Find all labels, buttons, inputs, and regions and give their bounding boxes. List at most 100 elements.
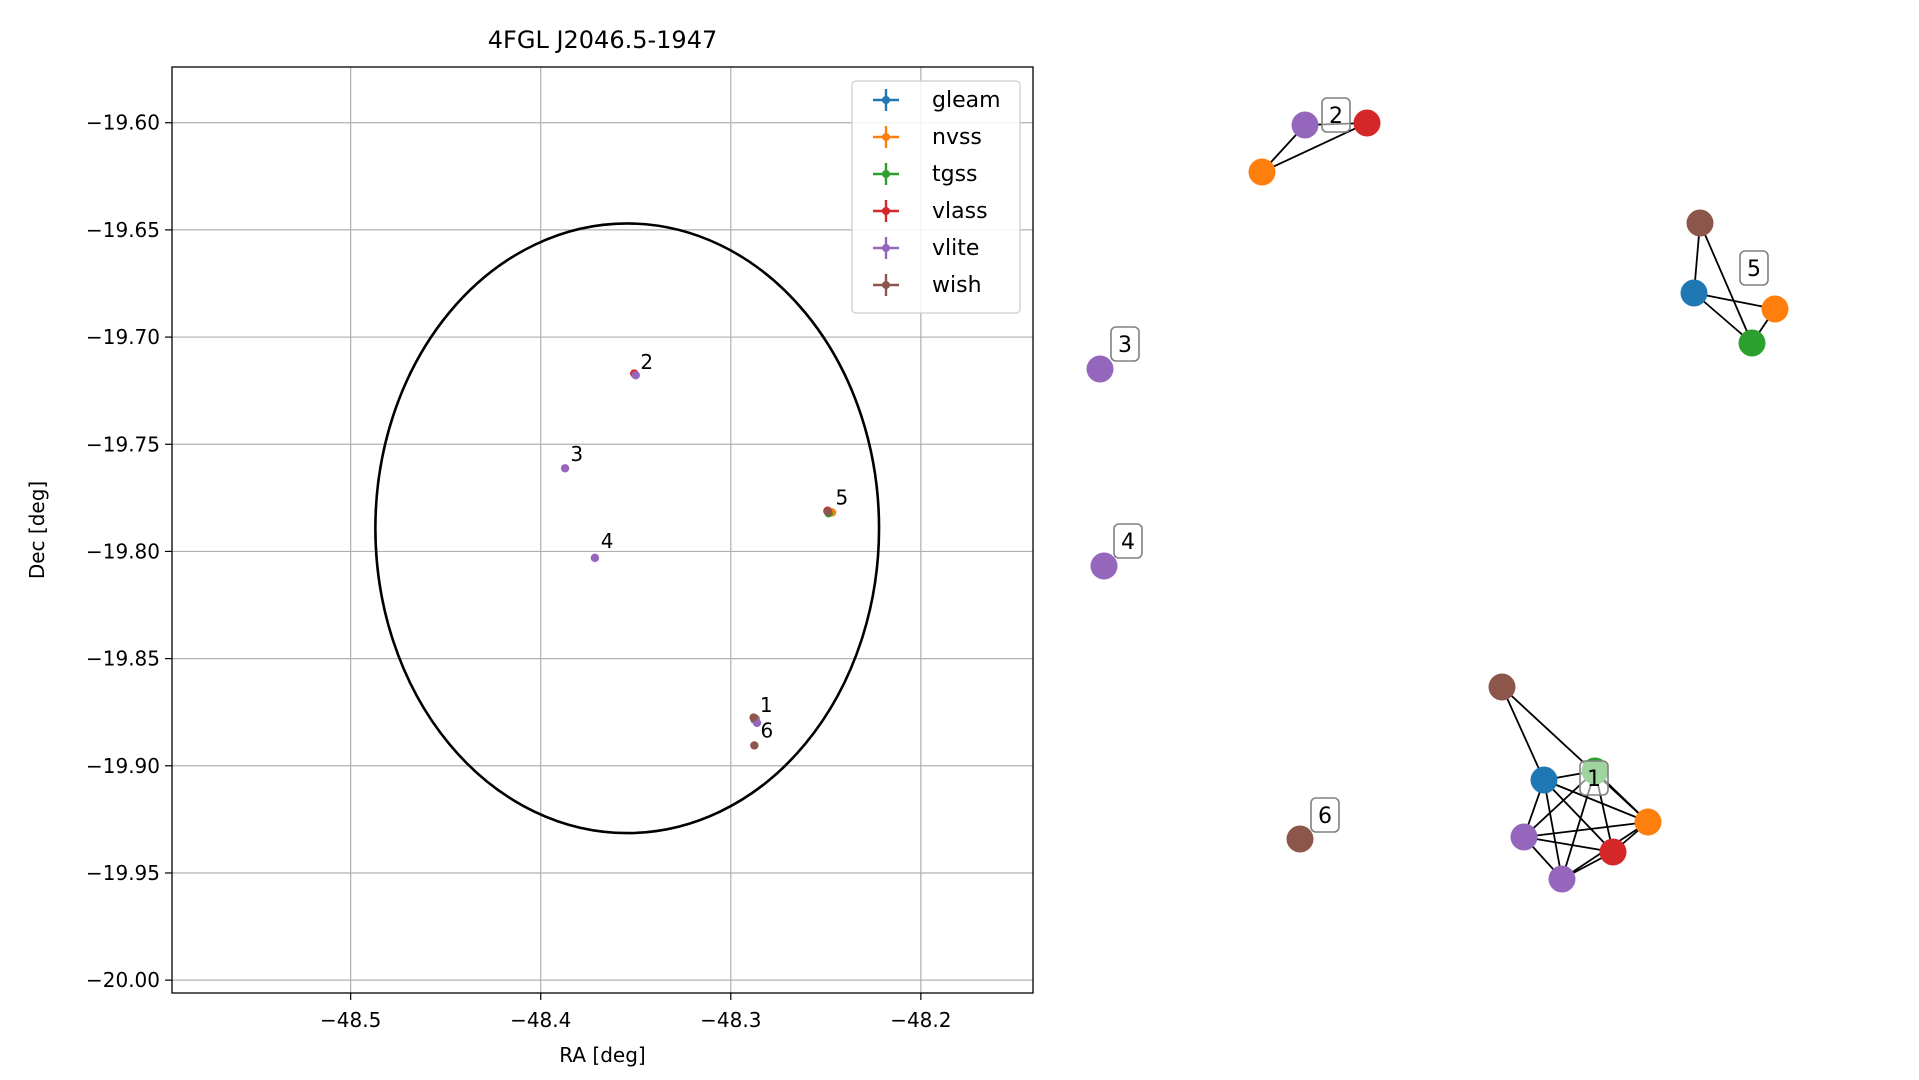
network-node-g1-vlass [1599,838,1627,866]
point-wish [749,713,758,722]
error-ellipse [374,222,881,835]
x-tick-label: −48.2 [890,1008,951,1032]
annotation-5: 5 [836,486,849,510]
legend-marker-dot [882,170,890,178]
network-edge [1501,686,1545,781]
network-node-g1-vlite-a [1510,823,1538,851]
y-tick-label: −19.75 [86,432,160,456]
network-label-3: 3 [1110,326,1140,362]
legend-marker-dot [882,96,890,104]
network-edge [1543,779,1614,853]
scatter-points [560,369,837,750]
network-node-g5-tgss [1738,329,1766,357]
network-node-g1-nvss [1634,808,1662,836]
network-node-g2-vlass [1353,109,1381,137]
network-label-box [1113,523,1143,559]
scatter-annotations: 1 2 3 4 5 6 [570,350,848,743]
x-axis-label: RA [deg] [559,1043,645,1067]
legend: gleam nvss tgss vlass vlite wish [851,80,1021,314]
network-label-text: 5 [1747,257,1761,282]
legend-label: tgss [932,162,978,187]
network-node-g6-wish [1286,825,1314,853]
x-tick-label: −48.3 [700,1008,761,1032]
legend-label: nvss [932,125,982,150]
annotation-1: 1 [760,693,773,717]
legend-marker-dot [882,244,890,252]
y-tick-label: −20.00 [86,968,160,992]
network-label-1: 1 [1579,760,1609,796]
error-ellipse-group [374,222,881,835]
legend-entry-nvss: nvss [873,125,982,150]
axes-frame [171,66,1034,994]
network-node-g2-vlite [1291,111,1319,139]
grid-lines [172,67,1033,993]
legend-label: vlite [932,236,979,261]
annotation-3: 3 [570,442,583,466]
axis-ticks: −48.5 −48.4 −48.3 −48.2 −19.60 −19.65 −19.70 −1… [86,111,952,1032]
network-label-box [1310,797,1340,833]
network-edge [1693,292,1776,310]
network-node-g4-vlite [1090,552,1118,580]
legend-label: vlass [932,199,988,224]
network-label-text: 6 [1318,804,1332,829]
network-label-2: 2 [1321,97,1351,133]
legend-entry-vlass: vlass [873,199,988,224]
y-tick-label: −19.90 [86,754,160,778]
legend-marker-dot [882,281,890,289]
legend-entry-tgss: tgss [873,162,978,187]
annotation-2: 2 [640,350,653,374]
network-label-box [1321,97,1351,133]
network-edge [1523,836,1614,853]
network-label-box [1579,760,1609,796]
chart-title: 4FGL J2046.5-1947 [488,26,717,54]
y-tick-label: −19.70 [86,325,160,349]
annotation-4: 4 [601,529,614,553]
point-wish [823,507,833,516]
network-labels: 1 2 3 4 5 6 [1110,97,1769,833]
x-tick-label: −48.5 [320,1008,381,1032]
network-label-text: 3 [1118,333,1132,358]
network-panel: 1 2 3 4 5 6 [1086,97,1789,893]
network-node-g2-nvss [1248,158,1276,186]
network-label-text: 2 [1329,104,1343,129]
network-label-box [1110,326,1140,362]
point-vlite [590,553,600,563]
point-vlite [560,464,570,473]
point-wish [750,741,759,750]
legend-entry-wish: wish [873,273,982,298]
y-tick-label: −19.65 [86,218,160,242]
y-tick-label: −19.60 [86,111,160,135]
legend-entry-gleam: gleam [873,88,1001,113]
network-edge [1543,779,1649,823]
network-nodes [1086,109,1789,893]
network-node-g1-gleam [1530,766,1558,794]
x-tick-label: −48.4 [510,1008,571,1032]
network-node-g1-wish [1488,673,1516,701]
network-label-text: 1 [1587,767,1601,792]
network-label-box [1739,250,1769,286]
legend-box [851,80,1021,314]
network-label-text: 4 [1121,530,1135,555]
annotation-6: 6 [760,718,773,742]
network-node-g5-nvss [1761,295,1789,323]
network-node-g3-vlite [1086,355,1114,383]
y-axis-label: Dec [deg] [25,481,49,579]
network-edge [1543,779,1563,880]
network-label-6: 6 [1310,797,1340,833]
network-node-g5-wish [1686,209,1714,237]
legend-marker-dot [882,133,890,141]
network-edge [1699,222,1753,344]
network-label-4: 4 [1113,523,1143,559]
legend-marker-dot [882,207,890,215]
y-tick-label: −19.80 [86,539,160,563]
y-tick-label: −19.95 [86,861,160,885]
network-label-5: 5 [1739,250,1769,286]
point-vlite [631,371,640,380]
network-edge [1523,821,1649,838]
network-node-g5-gleam [1680,279,1708,307]
legend-entry-vlite: vlite [873,236,979,261]
legend-label: gleam [932,88,1001,113]
network-edge [1261,122,1368,173]
